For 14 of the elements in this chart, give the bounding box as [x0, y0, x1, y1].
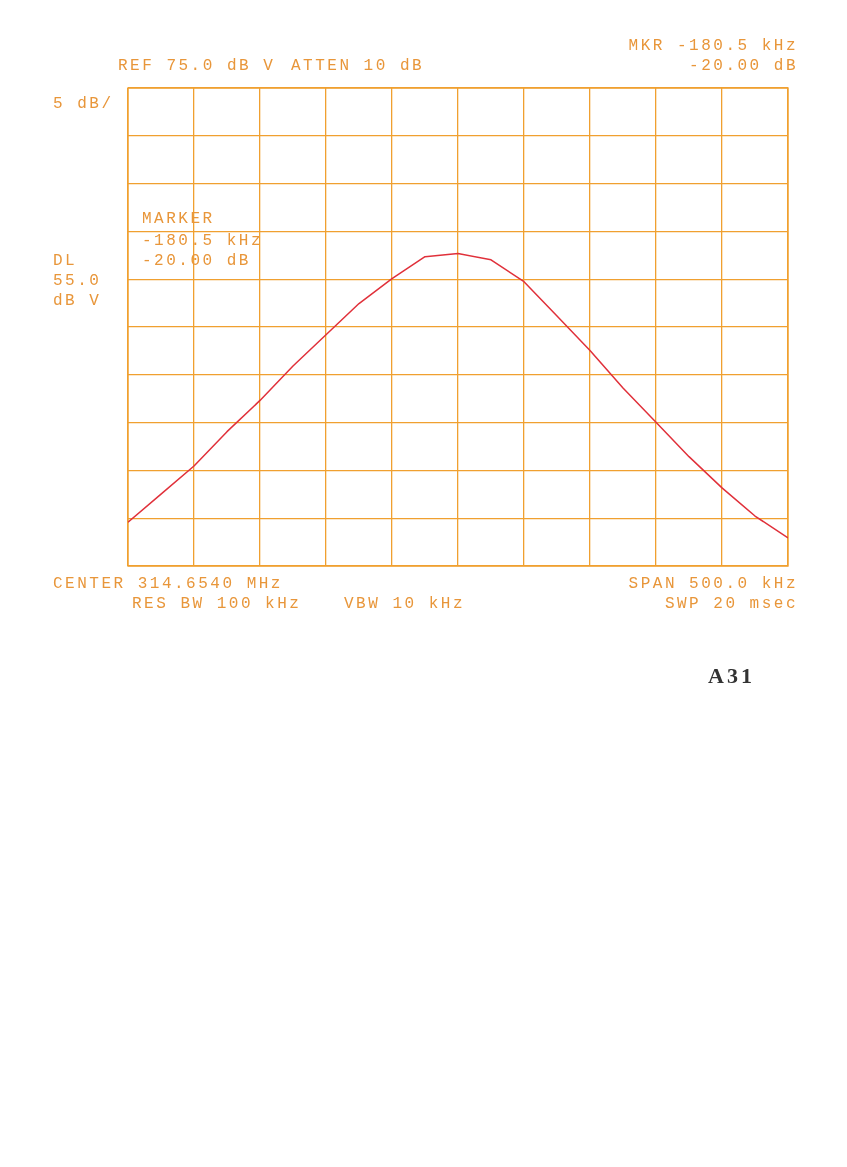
text: dB V: [53, 292, 102, 310]
text: A31: [708, 663, 755, 689]
text: 55.0: [53, 272, 102, 290]
text: CENTER 314.6540 MHz: [53, 575, 283, 593]
text: SWP 20 msec: [664, 595, 798, 613]
text: 5 dB/: [53, 95, 114, 113]
text: REF 75.0 dB V: [118, 57, 276, 75]
text: DL: [53, 252, 78, 270]
text: RES BW 100 kHz: [132, 595, 302, 613]
text: ATTEN 10 dB: [291, 57, 425, 75]
text: SPAN 500.0 kHz: [628, 575, 798, 593]
text: VBW 10 kHz: [344, 595, 466, 613]
text: -20.00 dB: [689, 57, 798, 75]
text: MKR -180.5 kHz: [628, 37, 798, 55]
